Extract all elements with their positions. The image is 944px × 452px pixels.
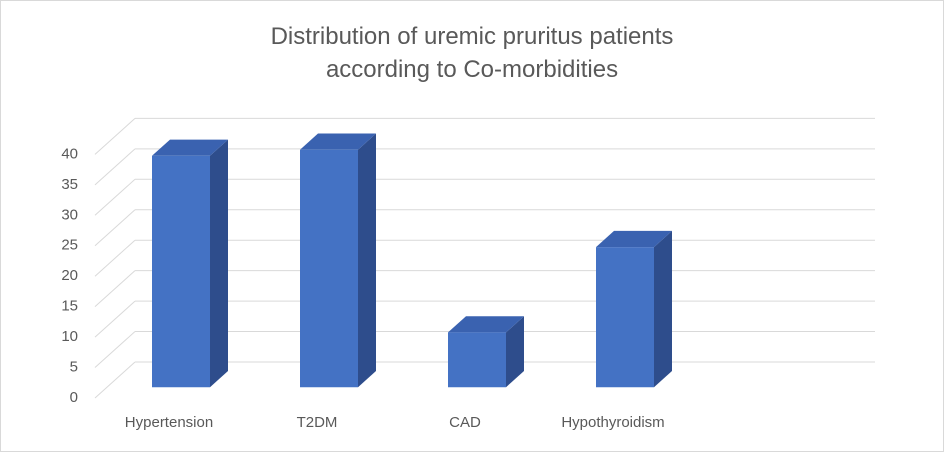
bar-front (300, 149, 358, 388)
y-tick-label: 20 (61, 267, 78, 284)
x-tick-label: Hypothyroidism (561, 414, 664, 431)
grid-line (94, 148, 136, 186)
bar-side (358, 133, 376, 388)
y-tick-label: 30 (61, 206, 78, 223)
grid-line (94, 270, 136, 308)
y-tick-label: 0 (70, 389, 78, 406)
bar (596, 230, 672, 388)
x-tick-label: Hypertension (125, 414, 213, 431)
grid-line (94, 361, 136, 399)
y-tick-label: 5 (70, 359, 78, 376)
y-tick-label: 40 (61, 145, 78, 162)
chart-title: Distribution of uremic pruritus patients… (270, 23, 674, 83)
y-tick-label: 35 (61, 176, 78, 193)
bar-side (210, 139, 228, 388)
bar-top (300, 133, 376, 150)
bar-side (654, 230, 672, 388)
grid-line (94, 178, 136, 216)
grid-line (94, 331, 136, 368)
x-tick-label: CAD (449, 414, 481, 431)
bar-front (152, 155, 210, 388)
grid-line (94, 300, 136, 338)
grid-line (94, 118, 136, 155)
bar-front (596, 247, 654, 388)
bar (152, 139, 228, 388)
bar-top (448, 316, 524, 333)
grid-line (94, 209, 136, 247)
y-tick-label: 10 (61, 328, 78, 345)
x-tick-label: T2DM (297, 414, 338, 431)
bar-top (152, 139, 228, 156)
bar-front (448, 332, 506, 388)
bar (448, 316, 524, 388)
y-tick-label: 15 (61, 298, 78, 315)
bar-side (506, 316, 524, 388)
bar (300, 133, 376, 388)
grid-line (94, 239, 136, 277)
y-tick-label: 25 (61, 237, 78, 254)
bar-top (596, 230, 672, 248)
